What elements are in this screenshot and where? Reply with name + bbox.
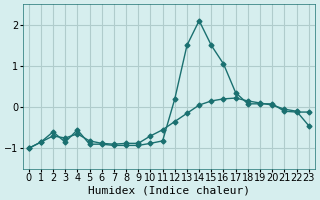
X-axis label: Humidex (Indice chaleur): Humidex (Indice chaleur) (88, 186, 250, 196)
